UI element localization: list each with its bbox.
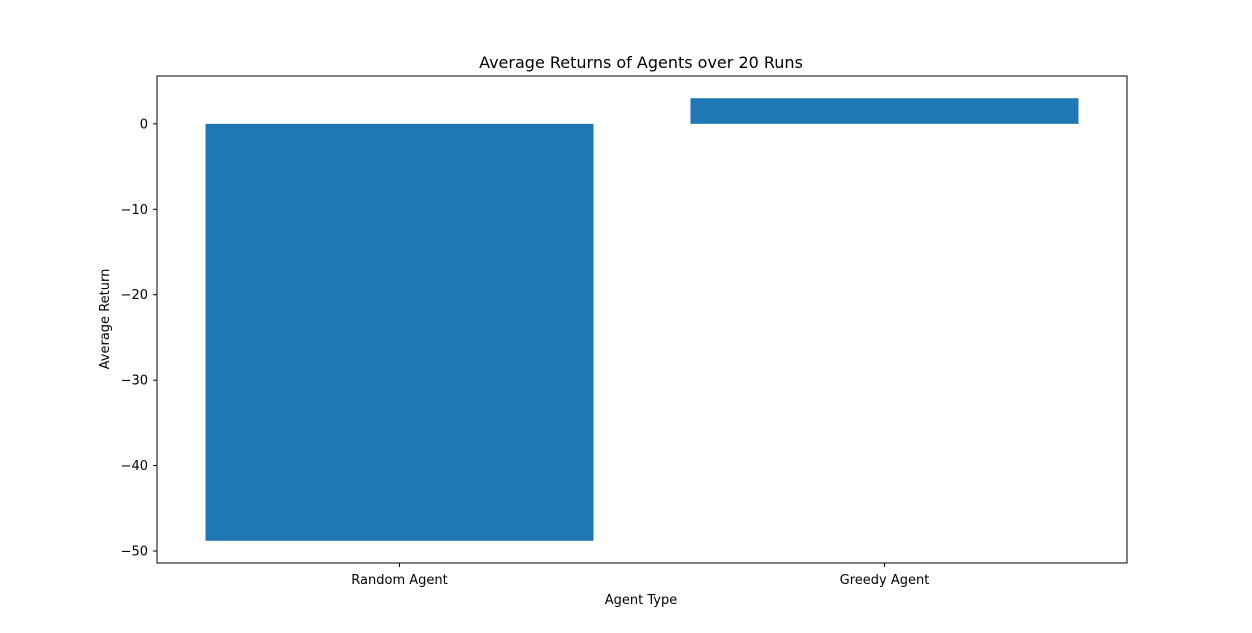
- x-tick-label: Random Agent: [351, 573, 447, 588]
- y-tick-label: −50: [121, 545, 148, 560]
- bar-random-agent: [205, 123, 594, 541]
- y-axis-ticks: 0 −10 −20 −30 −40 −50: [121, 117, 157, 560]
- x-axis-label: Agent Type: [605, 593, 677, 608]
- y-tick-label: −30: [121, 374, 148, 389]
- chart-title: Average Returns of Agents over 20 Runs: [479, 53, 803, 72]
- bars-group: [205, 98, 1079, 541]
- y-tick-label: −40: [121, 459, 148, 474]
- y-tick-label: −10: [121, 203, 148, 218]
- bar-greedy-agent: [690, 98, 1079, 124]
- y-axis-label: Average Return: [98, 269, 113, 370]
- x-axis-ticks: Random Agent Greedy Agent: [351, 563, 929, 588]
- plot-frame: [156, 75, 1128, 564]
- y-tick-label: 0: [140, 117, 148, 132]
- y-tick-label: −20: [121, 288, 148, 303]
- x-tick-label: Greedy Agent: [840, 573, 930, 588]
